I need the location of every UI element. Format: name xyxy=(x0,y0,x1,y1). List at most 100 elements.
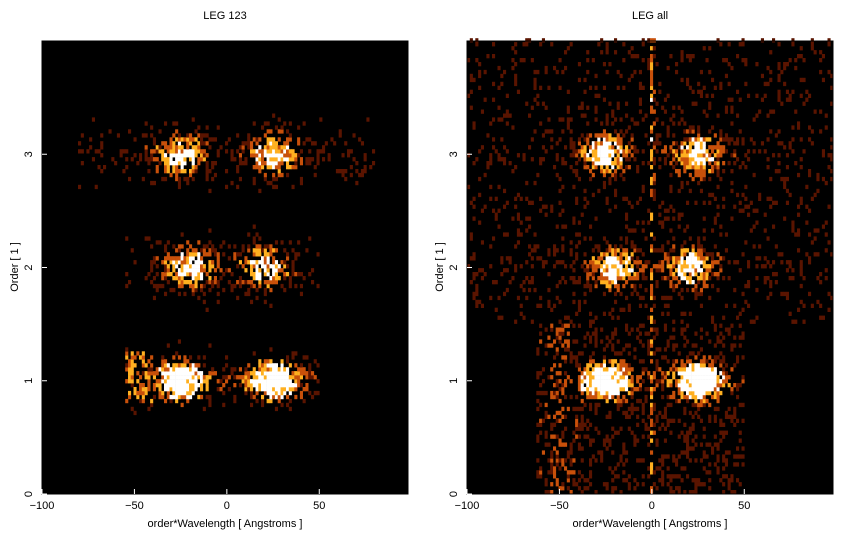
heatmap-cell xyxy=(555,172,559,178)
heatmap-cell xyxy=(691,157,695,162)
heatmap-cell xyxy=(680,109,684,114)
heatmap-cell xyxy=(686,287,690,293)
heatmap-cell xyxy=(708,442,712,447)
heatmap-cell xyxy=(569,379,573,384)
heatmap-cell xyxy=(530,248,534,253)
heatmap-cell xyxy=(644,331,648,336)
heatmap-cell xyxy=(675,141,679,146)
heatmap-cell xyxy=(611,363,615,368)
heatmap-cell xyxy=(577,351,581,356)
heatmap-cell xyxy=(575,311,579,316)
heatmap-cell xyxy=(641,406,645,412)
heatmap-cell xyxy=(583,137,587,142)
heatmap-cell xyxy=(205,280,209,285)
heatmap-cell xyxy=(697,165,701,170)
heatmap-cell xyxy=(661,295,665,301)
heatmap-cell xyxy=(680,256,684,261)
heatmap-cell xyxy=(263,260,267,265)
heatmap-cell xyxy=(266,149,270,154)
heatmap-cell xyxy=(699,418,703,423)
heatmap-cell xyxy=(666,466,670,471)
heatmap-cell xyxy=(547,458,551,463)
heatmap-cell xyxy=(699,172,703,178)
heatmap-cell xyxy=(152,157,156,162)
heatmap-cell xyxy=(616,133,620,138)
heatmap-cell xyxy=(650,212,654,217)
heatmap-cell xyxy=(197,394,201,400)
heatmap-cell xyxy=(702,466,706,471)
heatmap-cell xyxy=(505,149,509,154)
heatmap-cell xyxy=(467,184,471,190)
heatmap-cell xyxy=(616,137,620,142)
heatmap-cell xyxy=(194,375,198,380)
heatmap-cell xyxy=(191,149,195,154)
heatmap-cell xyxy=(575,339,579,344)
heatmap-cell xyxy=(194,129,198,134)
heatmap-cell xyxy=(616,105,620,110)
heatmap-cell xyxy=(741,331,745,336)
heatmap-cell xyxy=(652,38,656,43)
heatmap-cell xyxy=(177,280,181,285)
heatmap-cell xyxy=(586,276,590,281)
heatmap-cell xyxy=(180,276,184,281)
heatmap-cell xyxy=(472,256,476,261)
heatmap-cell xyxy=(283,276,287,281)
heatmap-cell xyxy=(180,363,184,368)
heatmap-cell xyxy=(308,375,312,380)
heatmap-cell xyxy=(675,474,679,479)
heatmap-cell xyxy=(594,315,598,320)
heatmap-cell xyxy=(816,276,820,281)
heatmap-cell xyxy=(280,371,284,376)
heatmap-cell xyxy=(597,387,601,392)
heatmap-cell xyxy=(349,149,353,154)
heatmap-cell xyxy=(572,220,576,225)
heatmap-cell xyxy=(647,426,651,431)
heatmap-cell xyxy=(277,394,281,400)
heatmap-cell xyxy=(544,149,548,154)
heatmap-cell xyxy=(686,260,690,265)
heatmap-cell xyxy=(288,280,292,285)
heatmap-cell xyxy=(180,394,184,400)
heatmap-cell xyxy=(180,256,184,261)
heatmap-cell xyxy=(788,93,792,98)
heatmap-cell xyxy=(716,446,720,451)
heatmap-cell xyxy=(638,303,642,308)
heatmap-cell xyxy=(475,303,479,308)
heatmap-cell xyxy=(772,153,776,158)
heatmap-cell xyxy=(263,145,267,150)
heatmap-cell xyxy=(716,387,720,392)
heatmap-cell xyxy=(175,157,179,162)
heatmap-cell xyxy=(283,149,287,154)
heatmap-cell xyxy=(180,268,184,273)
heatmap-cell xyxy=(600,367,604,372)
heatmap-cell xyxy=(141,387,145,392)
heatmap-cell xyxy=(569,240,573,245)
heatmap-cell xyxy=(608,394,612,400)
heatmap-cell xyxy=(724,410,728,416)
heatmap-cell xyxy=(583,387,587,392)
heatmap-cell xyxy=(622,446,626,451)
heatmap-cell xyxy=(191,287,195,293)
heatmap-cell xyxy=(611,172,615,178)
heatmap-cell xyxy=(569,490,573,495)
heatmap-cell xyxy=(583,367,587,372)
heatmap-cell xyxy=(711,319,715,324)
heatmap-cell xyxy=(699,363,703,368)
heatmap-cell xyxy=(189,272,193,277)
heatmap-cell xyxy=(605,414,609,419)
heatmap-cell xyxy=(716,172,720,178)
heatmap-cell xyxy=(258,375,262,380)
heatmap-cell xyxy=(177,260,181,265)
heatmap-cell xyxy=(799,272,803,277)
heatmap-cell xyxy=(200,276,204,281)
heatmap-cell xyxy=(777,73,781,79)
heatmap-cell xyxy=(478,220,482,225)
heatmap-cell xyxy=(177,184,181,190)
heatmap-cell xyxy=(266,180,270,186)
heatmap-cell xyxy=(272,260,276,265)
heatmap-cell xyxy=(258,283,262,289)
heatmap-cell xyxy=(650,438,654,443)
heatmap-cell xyxy=(569,252,573,257)
heatmap-cell xyxy=(708,339,712,344)
